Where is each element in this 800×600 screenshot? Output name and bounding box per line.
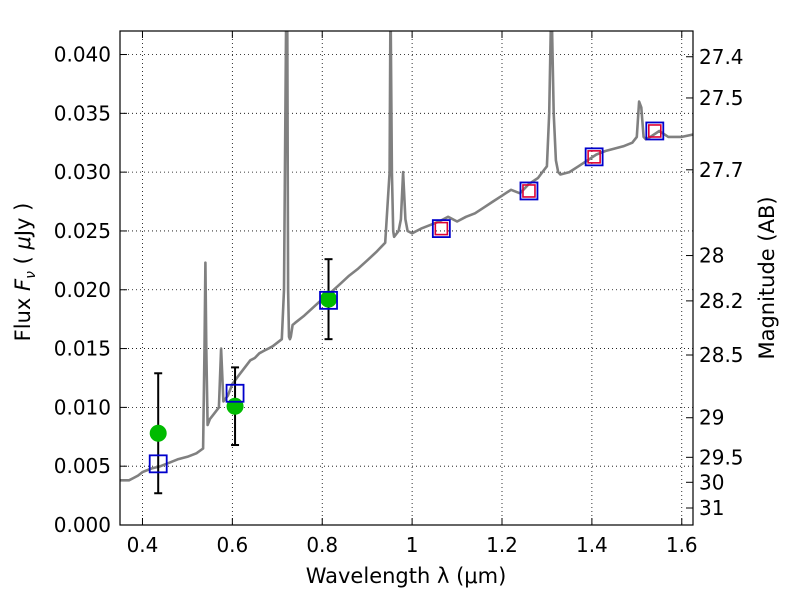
x-tick-label: 0.8 bbox=[306, 533, 338, 557]
secondary-y-axis-title: Magnitude (AB) bbox=[755, 196, 779, 359]
observed-flux-point bbox=[226, 397, 244, 415]
model-photometry-small-square bbox=[522, 184, 536, 198]
model-sed-line bbox=[120, 31, 693, 482]
model-photometry-square bbox=[225, 383, 245, 403]
y-tick-label: 0.010 bbox=[54, 395, 111, 419]
y-tick-label: 0.030 bbox=[54, 160, 111, 184]
y-axis-title-symbol: F bbox=[11, 278, 35, 291]
model-photometry-small-square bbox=[434, 221, 449, 236]
model-photometry-square bbox=[431, 219, 451, 239]
y-tick-label: 0.005 bbox=[54, 454, 111, 478]
model-photometry-square bbox=[645, 121, 665, 141]
x-tick-label: 1.6 bbox=[666, 533, 698, 557]
y-axis-title-unit-mu: μ bbox=[11, 236, 35, 250]
y2-tick-label: 28.2 bbox=[699, 289, 744, 313]
y-axis-title-prefix: Flux bbox=[11, 291, 35, 341]
y2-tick-label: 27.7 bbox=[699, 158, 744, 182]
x-axis-title: Wavelength λ (μm) bbox=[306, 564, 507, 588]
model-photometry-square bbox=[519, 181, 539, 201]
observed-flux-point bbox=[320, 290, 338, 308]
y-tick-label: 0.000 bbox=[54, 513, 111, 537]
x-tick-label: 0.6 bbox=[216, 533, 248, 557]
plot-frame bbox=[119, 30, 694, 526]
observed-flux-point bbox=[149, 424, 167, 442]
model-photometry-small-square bbox=[647, 124, 662, 138]
x-tick-label: 1.4 bbox=[576, 533, 608, 557]
y-axis-title-unit: Jy ) bbox=[11, 203, 35, 239]
model-photometry-square bbox=[319, 290, 338, 310]
markers-layer bbox=[148, 121, 665, 474]
model-photometry-square bbox=[584, 147, 604, 167]
y2-tick-label: 27.4 bbox=[699, 45, 744, 69]
model-photometry-square bbox=[148, 454, 168, 474]
y2-tick-label: 31 bbox=[699, 496, 724, 520]
ticks-layer: 0.4 0.6 0.8 1 1.2 1.4 1.6 0.000 0.005 0.010 0.015 0… bbox=[54, 31, 744, 557]
model-sed-layer bbox=[120, 31, 693, 482]
y-tick-label: 0.015 bbox=[54, 337, 111, 361]
y-tick-label: 0.020 bbox=[54, 278, 111, 302]
x-tick-label: 1 bbox=[406, 533, 419, 557]
y2-tick-label: 28.5 bbox=[699, 343, 744, 367]
y-tick-label: 0.035 bbox=[54, 101, 111, 125]
y2-tick-label: 28 bbox=[699, 244, 724, 268]
y-tick-label: 0.040 bbox=[54, 43, 111, 67]
y2-tick-label: 29.5 bbox=[699, 445, 744, 469]
y2-tick-label: 27.5 bbox=[699, 86, 744, 110]
y2-tick-label: 30 bbox=[699, 470, 724, 494]
y-tick-label: 0.025 bbox=[54, 219, 111, 243]
y-axis-title-unit-open: ( bbox=[11, 250, 35, 272]
y-axis-title-subscript: ν bbox=[23, 271, 39, 279]
model-photometry-small-square bbox=[587, 150, 601, 164]
y2-tick-label: 29 bbox=[699, 406, 724, 430]
x-tick-label: 0.4 bbox=[127, 533, 159, 557]
x-tick-label: 1.2 bbox=[486, 533, 518, 557]
y-axis-title: Flux Fν ( μJy ) bbox=[11, 203, 39, 342]
